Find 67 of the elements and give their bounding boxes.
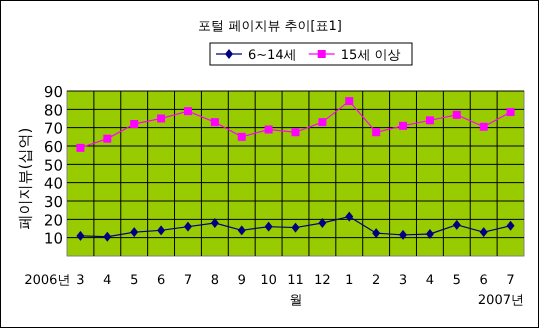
- legend-label: 6~14세: [248, 48, 297, 63]
- xtick: 7: [506, 273, 515, 288]
- point: [157, 225, 166, 236]
- ytick: 90: [44, 83, 63, 101]
- ytick: 70: [44, 120, 63, 138]
- point: [345, 212, 354, 222]
- point: [238, 132, 246, 141]
- point: [210, 218, 219, 228]
- point: [480, 227, 488, 238]
- point: [103, 134, 112, 143]
- point: [426, 116, 434, 124]
- xtick: 10: [260, 273, 277, 288]
- ytick: 20: [44, 211, 63, 230]
- xtick: 6: [480, 273, 488, 288]
- point: [76, 144, 84, 152]
- point: [399, 230, 408, 240]
- xtick: 3: [398, 273, 408, 288]
- point: [238, 225, 246, 236]
- point: [426, 229, 434, 239]
- xtick: 5: [452, 273, 461, 288]
- ytick: 40: [44, 174, 63, 193]
- point: [318, 218, 326, 228]
- annotation: 2007년: [478, 293, 524, 308]
- point: [76, 230, 84, 241]
- xtick: 4: [426, 273, 434, 288]
- xtick: 8: [210, 273, 219, 288]
- xtick: 3: [76, 273, 85, 288]
- title: 포털 페이지뷰 추이[표1]: [198, 19, 342, 34]
- annotation: 2006년: [24, 273, 70, 288]
- ytick: 50: [44, 156, 63, 174]
- point: [345, 97, 354, 106]
- point: [103, 232, 112, 242]
- xtick: 6: [156, 273, 166, 288]
- point: [292, 128, 300, 136]
- point: [264, 222, 273, 232]
- point: [399, 122, 408, 130]
- xtick: 12: [314, 273, 331, 288]
- point: [184, 222, 192, 232]
- point: [506, 108, 515, 116]
- xtick: 11: [287, 273, 304, 288]
- point: [480, 122, 488, 131]
- xtick: 5: [130, 273, 138, 288]
- point: [157, 114, 166, 122]
- point: [130, 120, 138, 128]
- ytick: 10: [44, 230, 63, 248]
- point: [130, 227, 138, 238]
- xtick: 2: [372, 273, 380, 288]
- point: [292, 222, 300, 233]
- ytick: 60: [44, 138, 63, 156]
- point: [184, 107, 192, 116]
- point: [452, 110, 461, 119]
- point: [372, 128, 380, 136]
- xtick: 1: [345, 273, 354, 288]
- point: [452, 220, 461, 230]
- legend-label: 15세 이상: [340, 48, 400, 63]
- point: [318, 118, 326, 126]
- point: [264, 126, 273, 134]
- xtick: 4: [103, 273, 112, 288]
- xtick: 9: [238, 273, 246, 288]
- point: [210, 118, 219, 126]
- point: [506, 220, 515, 231]
- ytick: 30: [44, 193, 63, 211]
- ylabel: 페이지뷰(십억): [16, 128, 34, 230]
- xlabel: 월: [290, 293, 302, 308]
- xtick: 7: [184, 273, 192, 288]
- point: [372, 228, 380, 238]
- ytick: 80: [44, 101, 63, 120]
